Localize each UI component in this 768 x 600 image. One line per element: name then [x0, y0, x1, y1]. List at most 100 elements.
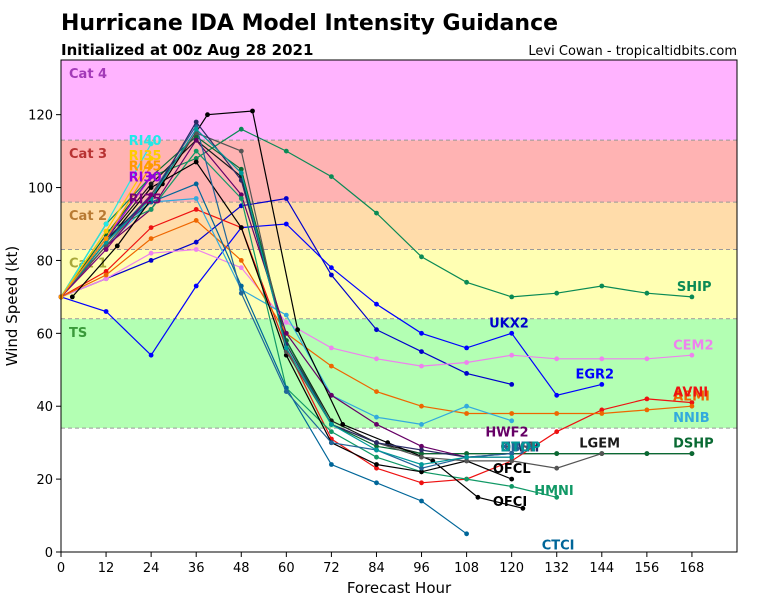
data-point [419, 480, 424, 486]
data-point [464, 360, 469, 365]
y-tick-label: 100 [28, 182, 53, 197]
data-point [103, 269, 109, 274]
data-point [464, 403, 469, 409]
data-point [283, 345, 289, 351]
data-point [554, 429, 560, 435]
data-point [148, 192, 154, 198]
label-ship: SHIP [677, 280, 712, 295]
data-point [644, 407, 650, 413]
data-point [644, 396, 650, 402]
data-point [644, 451, 650, 456]
data-point [148, 225, 154, 231]
label-egr2: EGR2 [576, 367, 615, 382]
label-kbjn: KBJN [500, 440, 536, 455]
label-lgem: LGEM [579, 437, 620, 452]
data-point [193, 247, 199, 252]
data-point [148, 196, 154, 201]
label-ri40: RI40 [129, 134, 162, 149]
y-tick-label: 20 [36, 473, 53, 488]
data-point [509, 418, 515, 424]
data-point [509, 382, 515, 387]
data-point [283, 221, 289, 227]
x-axis-ticks: 0 12 24 36 48 60 72 84 96 108 120 132 144 156 168 [57, 552, 704, 576]
data-point [509, 476, 515, 482]
data-point [148, 250, 154, 256]
data-point [689, 451, 695, 456]
data-point [554, 451, 560, 456]
band-label: TS [69, 326, 87, 341]
data-point [193, 207, 199, 212]
y-tick-label: 120 [28, 109, 53, 124]
data-point [193, 159, 199, 165]
data-point [374, 210, 379, 216]
data-point [374, 327, 379, 333]
data-point [329, 422, 334, 427]
data-point [148, 163, 154, 169]
data-point [148, 174, 154, 180]
x-tick-label: 120 [499, 561, 524, 576]
data-point [103, 247, 109, 252]
data-point [464, 476, 469, 482]
label-ofcl: OFCL [493, 462, 531, 477]
data-point [554, 465, 560, 471]
y-tick-label: 40 [36, 400, 53, 415]
label-ri25: RI25 [129, 192, 162, 207]
data-point [340, 422, 346, 427]
x-tick-label: 12 [98, 561, 115, 576]
data-point [419, 454, 424, 460]
data-point [238, 126, 244, 132]
data-point [509, 330, 515, 336]
data-point [374, 447, 379, 453]
label-hwfi: HWFI [500, 440, 539, 455]
data-point [69, 294, 75, 300]
data-point [509, 411, 515, 416]
label-dshp: DSHP [673, 437, 714, 452]
data-point [238, 196, 244, 201]
x-tick-label: 84 [368, 561, 385, 576]
label-gfsi: GFSI [500, 440, 534, 455]
data-point [599, 411, 605, 416]
data-point [374, 440, 379, 446]
band-label: Cat 2 [69, 209, 107, 224]
data-point [374, 356, 379, 362]
data-point [148, 141, 154, 147]
label-cem2: CEM2 [673, 338, 713, 353]
data-point [103, 309, 109, 314]
x-tick-label: 168 [680, 561, 705, 576]
data-point [295, 327, 300, 333]
label-ri35: RI35 [129, 149, 162, 164]
x-axis-label: Forecast Hour [347, 579, 452, 597]
x-tick-label: 36 [188, 561, 205, 576]
data-point [238, 166, 244, 172]
data-point [283, 196, 289, 201]
band-cat-1 [61, 249, 737, 319]
data-point [464, 451, 469, 456]
data-point [374, 462, 379, 467]
data-point [238, 170, 244, 176]
data-point [509, 451, 515, 456]
data-point [419, 469, 424, 475]
data-point [114, 243, 120, 249]
data-point [148, 352, 154, 358]
data-point [193, 137, 199, 143]
data-point [644, 356, 650, 362]
data-point [238, 192, 244, 198]
x-tick-label: 24 [143, 561, 160, 576]
data-point [329, 272, 334, 278]
data-point [374, 389, 379, 394]
series-line [60, 150, 557, 498]
data-point [283, 389, 289, 394]
data-point [554, 356, 560, 362]
series-layer [58, 108, 695, 537]
data-point [329, 363, 334, 369]
data-point [419, 254, 424, 260]
data-point [689, 400, 695, 405]
data-point [148, 156, 154, 161]
data-point [464, 371, 469, 376]
data-point [419, 462, 424, 467]
data-point [599, 382, 605, 387]
data-point [689, 352, 695, 358]
x-tick-label: 144 [589, 561, 614, 576]
